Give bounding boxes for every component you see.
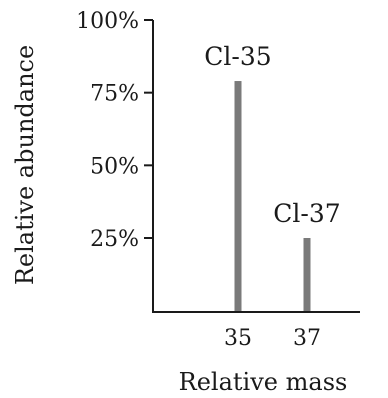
bar-37: [303, 238, 311, 312]
bar-label: Cl-35: [204, 42, 271, 71]
y-axis-label: Relative abundance: [11, 45, 39, 285]
y-tick-label: 50%: [90, 154, 139, 179]
bar-35: [234, 81, 242, 312]
y-tick-label: 25%: [90, 227, 139, 252]
bar-labels: Cl-35 Cl-37: [204, 42, 340, 228]
x-axis-label: Relative mass: [179, 368, 348, 396]
x-tick-label: 37: [293, 326, 321, 351]
bar-label: Cl-37: [273, 199, 340, 228]
x-axis-tick-labels: 35 37: [224, 326, 321, 351]
y-axis-ticks: 25% 50% 75% 100%: [76, 9, 153, 252]
x-tick-label: 35: [224, 326, 252, 351]
y-tick-label: 100%: [76, 9, 139, 34]
bars: [234, 81, 311, 312]
y-tick-label: 75%: [90, 82, 139, 107]
